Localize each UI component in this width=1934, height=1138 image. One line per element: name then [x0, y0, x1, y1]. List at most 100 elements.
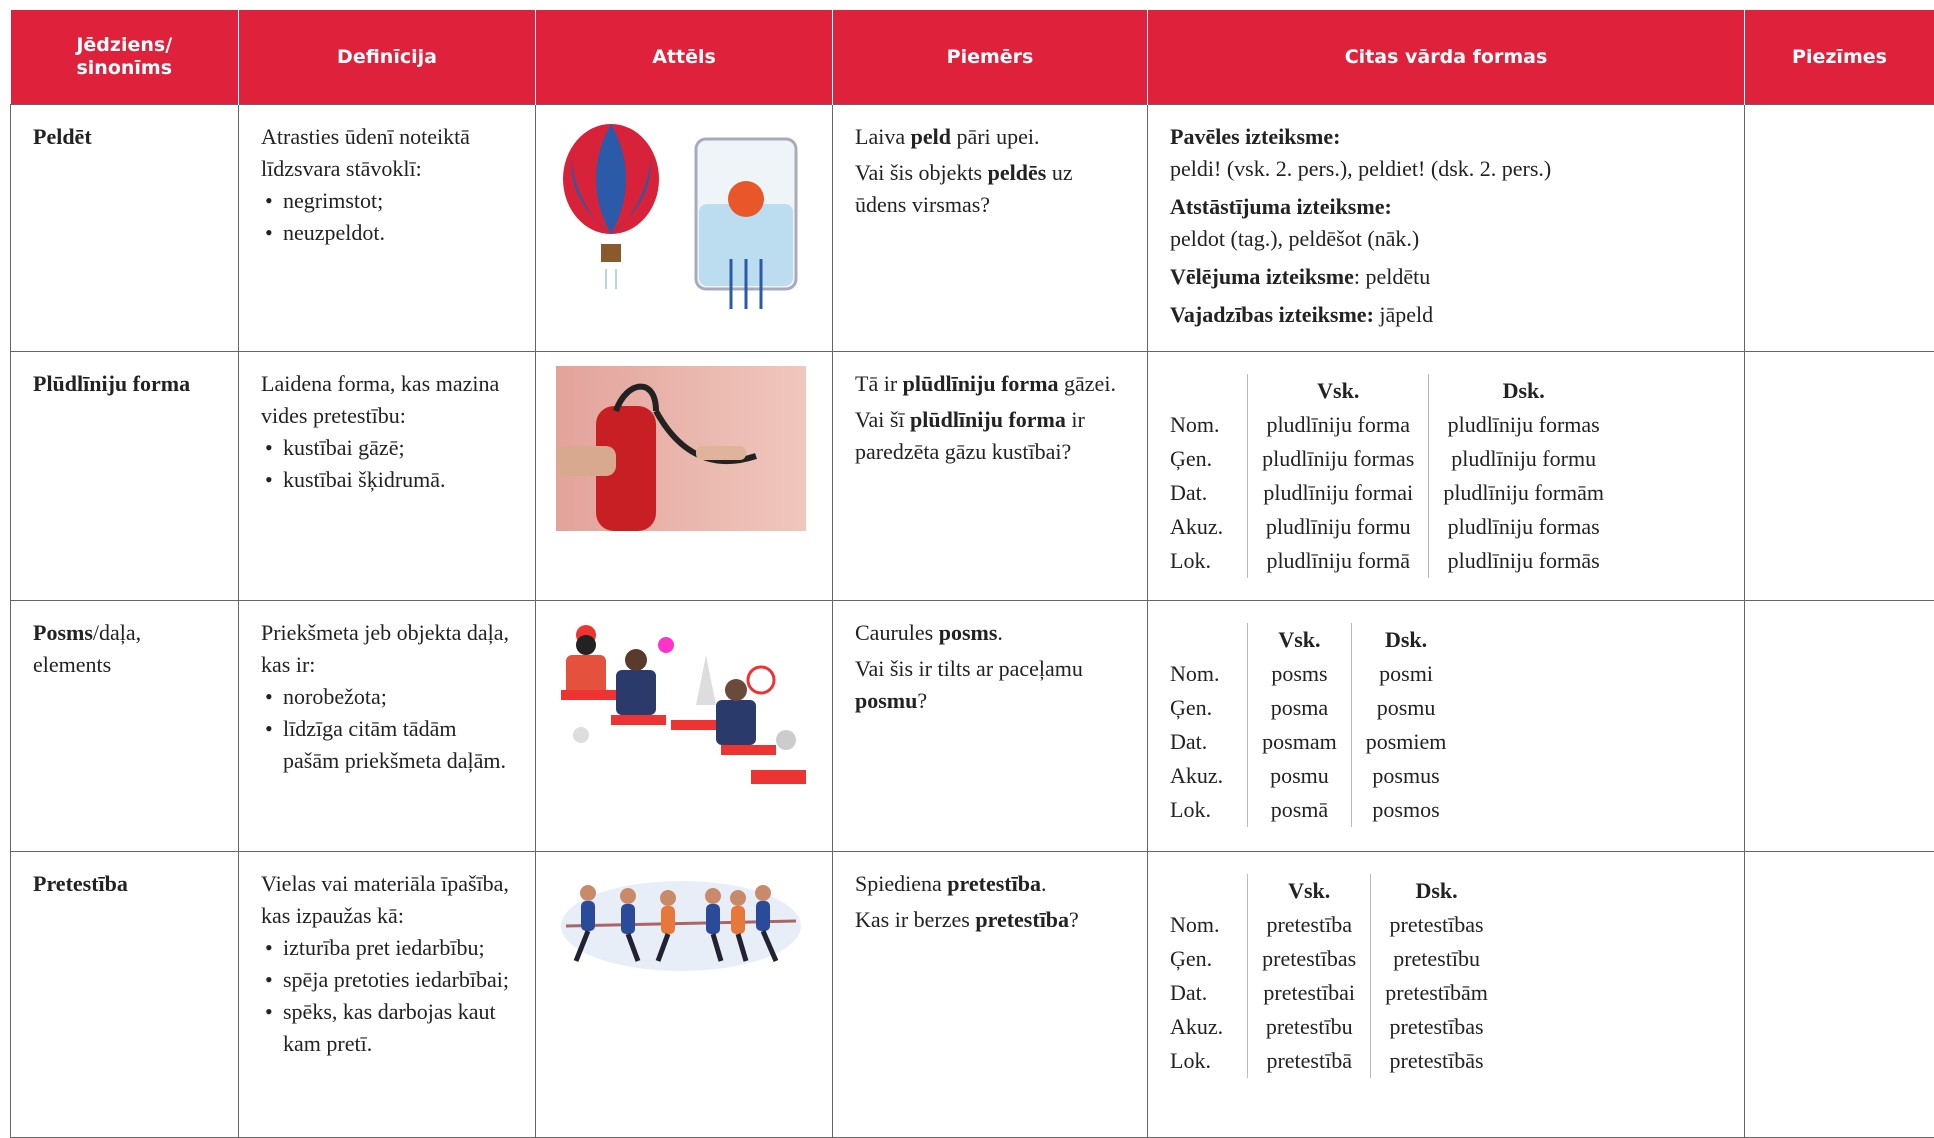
bold-text: Pretestība [33, 871, 128, 896]
text: peldot (tag.), peldēšot (nāk.) [1170, 226, 1419, 251]
case-name: Akuz. [1170, 510, 1248, 544]
text: : peldētu [1354, 264, 1430, 289]
text: Laiva [855, 124, 911, 149]
text: Vai šī [855, 407, 910, 432]
example-sentence: Caurules posms. [855, 617, 1125, 649]
definition-item: neuzpeldot. [261, 217, 513, 249]
header-text: Piezīmes [1792, 46, 1887, 68]
header-text: Citas vārda formas [1345, 46, 1548, 68]
case-name: Nom. [1170, 408, 1248, 442]
definition-item: kustībai gāzē; [261, 432, 513, 464]
text: Kas ir berzes [855, 907, 975, 932]
spacer [1170, 374, 1248, 408]
example-cell: Caurules posms.Vai šis ir tilts ar paceļ… [833, 601, 1148, 852]
case-name: Dat. [1170, 476, 1248, 510]
term-cell: Pretestība [11, 852, 239, 1138]
bold-text: Vēlējuma izteiksme [1170, 264, 1354, 289]
bold-text: Pavēles izteiksme: [1170, 124, 1340, 149]
notes-cell [1745, 105, 1934, 352]
bold-text: peldēs [988, 160, 1047, 185]
definition-intro: Atrasties ūdenī noteiktā līdzsvara stāvo… [261, 121, 513, 185]
number-header: Vsk. [1248, 874, 1371, 908]
case-name: Ģen. [1170, 942, 1248, 976]
spacer [1170, 623, 1248, 657]
plural-form: pretestības [1371, 1010, 1502, 1044]
image-cell [536, 852, 833, 1138]
bold-text: Posms [33, 620, 93, 645]
example-sentence: Spiediena pretestība. [855, 868, 1125, 900]
notes-cell [1745, 852, 1934, 1138]
plural-form: pretestības [1371, 908, 1502, 942]
text: pāri upei. [951, 124, 1040, 149]
plural-form: pludlīniju formas [1429, 510, 1618, 544]
plural-form: pludlīniju formas [1429, 408, 1618, 442]
text: peldi! (vsk. 2. pers.), peldiet! (dsk. 2… [1170, 156, 1551, 181]
singular-form: posmu [1248, 759, 1352, 793]
header-text: Attēls [652, 46, 716, 68]
illustration-tug-of-war [556, 866, 806, 976]
plural-form: posmiem [1351, 725, 1460, 759]
column-header: Definīcija [239, 10, 536, 105]
singular-form: pretestību [1248, 1010, 1371, 1044]
text: ? [1069, 907, 1079, 932]
singular-form: pludlīniju forma [1248, 408, 1429, 442]
definition-cell: Laidena forma, kas mazina vides pretestī… [239, 352, 536, 601]
form-line: peldi! (vsk. 2. pers.), peldiet! (dsk. 2… [1170, 153, 1722, 185]
definition-item: spēja pretoties iedarbībai; [261, 964, 513, 996]
definition-list: norobežota;līdzīga citām tādām pašām pri… [261, 681, 513, 777]
definition-cell: Vielas vai materiāla īpašība, kas izpauž… [239, 852, 536, 1138]
column-header: Citas vārda formas [1148, 10, 1745, 105]
illustration-floating [556, 119, 806, 319]
definition-list: negrimstot;neuzpeldot. [261, 185, 513, 249]
header-text: Definīcija [337, 46, 437, 68]
form-line: Pavēles izteiksme: [1170, 121, 1722, 153]
singular-form: pretestībā [1248, 1044, 1371, 1078]
example-sentence: Vai šis objekts peldēs uz ūdens virsmas? [855, 157, 1125, 221]
notes-cell [1745, 601, 1934, 852]
plural-form: pretestībām [1371, 976, 1502, 1010]
bold-text: peld [911, 124, 951, 149]
text: Tā ir [855, 371, 903, 396]
term-cell: Posms/daļa, elements [11, 601, 239, 852]
singular-form: posmā [1248, 793, 1352, 827]
term-cell: Plūdlīniju forma [11, 352, 239, 601]
case-name: Nom. [1170, 908, 1248, 942]
declension-header: Vsk.Dsk. [1170, 874, 1502, 908]
example-sentence: Kas ir berzes pretestība? [855, 904, 1125, 936]
singular-form: pludlīniju formu [1248, 510, 1429, 544]
example-sentence: Tā ir plūdlīniju forma gāzei. [855, 368, 1125, 400]
case-name: Lok. [1170, 1044, 1248, 1078]
plural-form: posmu [1351, 691, 1460, 725]
column-header: Jēdziens/ sinonīms [11, 10, 239, 105]
case-name: Akuz. [1170, 1010, 1248, 1044]
singular-form: pludlīniju formā [1248, 544, 1429, 578]
definition-item: kustībai šķidrumā. [261, 464, 513, 496]
definition-list: izturība pret iedarbību;spēja pretoties … [261, 932, 513, 1060]
illustration-people [556, 615, 806, 790]
singular-form: pretestība [1248, 908, 1371, 942]
definition-cell: Priekšmeta jeb objekta daļa, kas ir:noro… [239, 601, 536, 852]
definition-item: līdzīga citām tādām pašām priekšmeta daļ… [261, 713, 513, 777]
bold-text: pretestība [975, 907, 1069, 932]
number-header: Vsk. [1248, 623, 1352, 657]
plural-form: posmus [1351, 759, 1460, 793]
definition-item: spēks, kas darbojas kaut kam pretī. [261, 996, 513, 1060]
header-text: Jēdziens/ sinonīms [64, 34, 184, 80]
plural-form: pretestību [1371, 942, 1502, 976]
image-cell [536, 352, 833, 601]
image-cell [536, 601, 833, 852]
